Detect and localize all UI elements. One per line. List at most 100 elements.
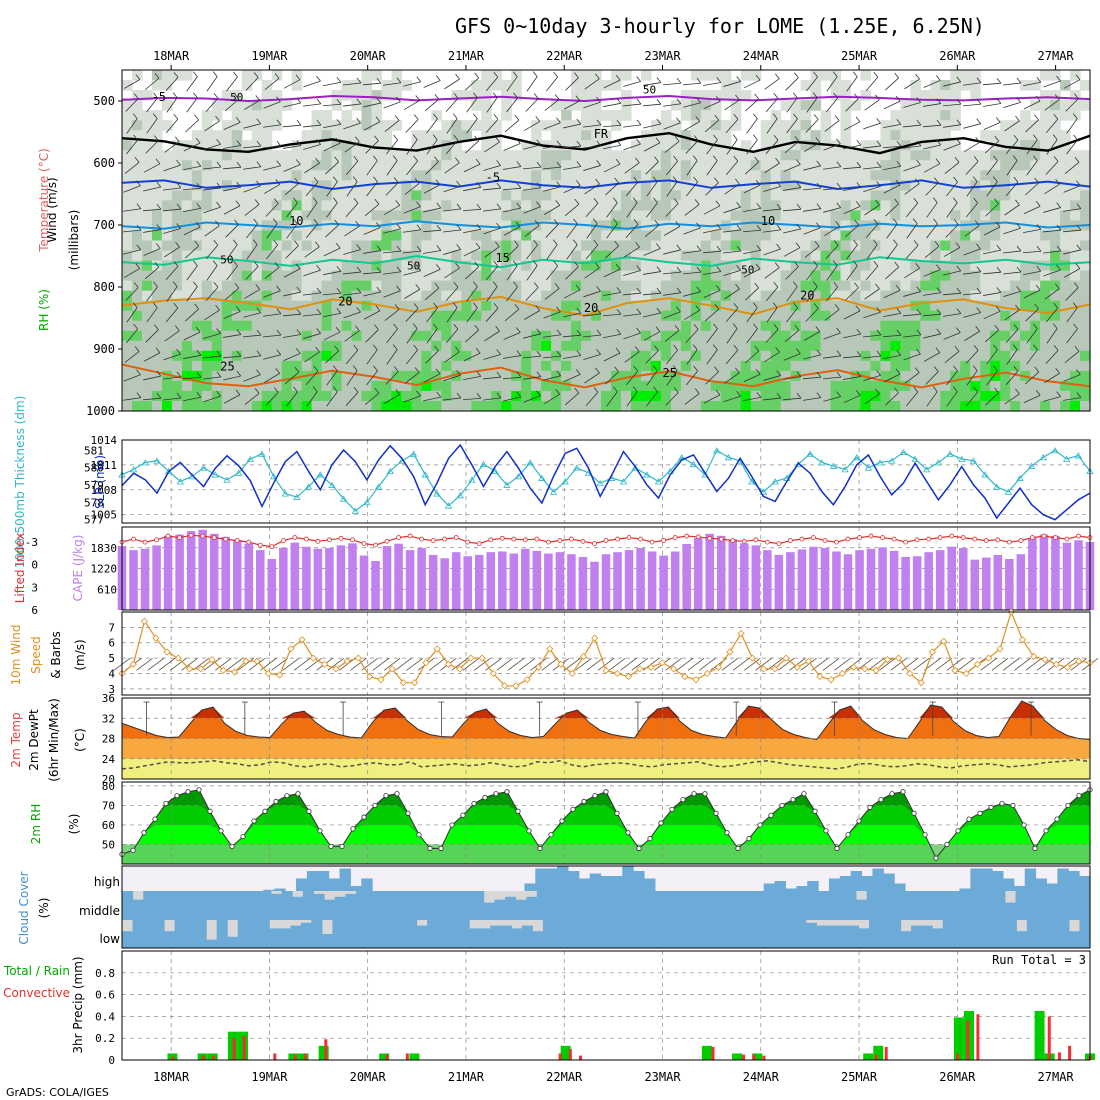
rh-cell (680, 90, 692, 101)
wind-barb-flag (632, 386, 638, 392)
wind-barb (985, 392, 999, 406)
rh-cell (750, 400, 762, 412)
wind-barb-flag (195, 326, 201, 333)
rh-cell (581, 400, 592, 412)
wind-barb (1023, 205, 1041, 215)
rh-cell (940, 370, 951, 382)
rh-cell (351, 120, 363, 131)
rh-cell (670, 240, 682, 252)
li-point (488, 537, 494, 543)
rh-cell (531, 360, 542, 372)
rh-cell (910, 240, 921, 252)
rh-cell (361, 400, 373, 412)
thickness-point (1051, 447, 1059, 454)
wind-barb (666, 370, 678, 386)
wind-barb-flag (755, 263, 761, 270)
thickness-point (514, 473, 523, 480)
rh-cell (411, 330, 422, 342)
rh-cell (780, 240, 792, 252)
rh-cell (910, 330, 921, 342)
wind-barb (1023, 229, 1041, 233)
wind-barb (343, 271, 361, 275)
wind-barb (723, 81, 741, 87)
rh-cell (700, 120, 712, 131)
rh-cell (700, 190, 712, 201)
rh-cell (251, 390, 263, 402)
wind-barb (624, 246, 640, 258)
wind-barb (503, 166, 521, 170)
wind-barb (383, 250, 401, 254)
thickness-point (643, 471, 651, 478)
rh-cell (271, 340, 283, 352)
wind-barb (584, 183, 600, 195)
wind-barb (263, 354, 281, 360)
rh-cell (750, 240, 762, 252)
wind-barb (283, 313, 301, 317)
wind-barb-flag (973, 156, 979, 162)
wind-barb-flag (535, 305, 541, 311)
wind-barb-flag (235, 200, 241, 207)
wind-barb (386, 160, 398, 176)
wind-barb-flag (832, 71, 838, 77)
rh-cell (171, 360, 183, 372)
rh-cell (481, 120, 492, 131)
rh-cell (391, 330, 403, 342)
rh-cell (870, 330, 882, 342)
rh-cell (870, 240, 882, 252)
rh-cell (680, 160, 692, 171)
wind-barb (186, 97, 198, 113)
wind-barb-flag (292, 218, 298, 224)
wind-barb (445, 139, 459, 155)
wind-barb (543, 145, 561, 149)
wind10-barb (687, 657, 705, 671)
rh-cell (880, 120, 892, 131)
rh-cell (211, 290, 223, 302)
rh-cell (880, 300, 892, 312)
wind-barb-flag (736, 76, 741, 82)
wind-barb (603, 102, 621, 108)
wind-barb (864, 393, 880, 405)
wind-barb (463, 247, 481, 257)
rh-cell (870, 230, 882, 242)
wind-barb (126, 307, 138, 323)
rh-cell (1040, 330, 1051, 342)
date-label-top: 22MAR (546, 49, 583, 63)
rh-cell (231, 170, 243, 181)
wind-barb-flag (972, 365, 978, 371)
rh-cell (700, 170, 712, 181)
wind-barb-flag (775, 346, 780, 353)
rh-cell (610, 280, 622, 292)
rh-cell (151, 220, 163, 232)
rh-cell (620, 160, 632, 171)
rh-cell (820, 400, 832, 412)
rh-cell (720, 290, 732, 302)
rh-cell (471, 370, 482, 382)
rh-cell (1070, 310, 1081, 322)
rh-cell (581, 390, 592, 402)
rh-cell (481, 130, 492, 141)
rh-cell (660, 180, 672, 191)
rh-cell (840, 260, 852, 272)
rh-cell (730, 390, 742, 402)
rh-cell (750, 310, 762, 322)
rh-cell (351, 370, 363, 382)
wind-barb (366, 349, 378, 365)
rh-cell (561, 130, 572, 141)
rh-cell (790, 110, 802, 121)
wind-barb-flag (1016, 222, 1021, 229)
wind-barb (1065, 98, 1079, 112)
wind-barb (1063, 185, 1081, 193)
wind-barb-flag (876, 306, 881, 313)
rh-cell (491, 160, 502, 171)
rh-cell (141, 350, 153, 362)
rh-cell (980, 130, 991, 141)
rh-cell (571, 340, 582, 352)
rh-cell (211, 110, 223, 121)
rh-cell (591, 330, 602, 342)
wind-barb (923, 352, 941, 362)
rh-cell (850, 280, 862, 292)
wind-barb (1043, 396, 1061, 402)
wind-barb (1063, 79, 1081, 89)
rh-cell (131, 380, 143, 392)
rh-cell (960, 370, 971, 382)
